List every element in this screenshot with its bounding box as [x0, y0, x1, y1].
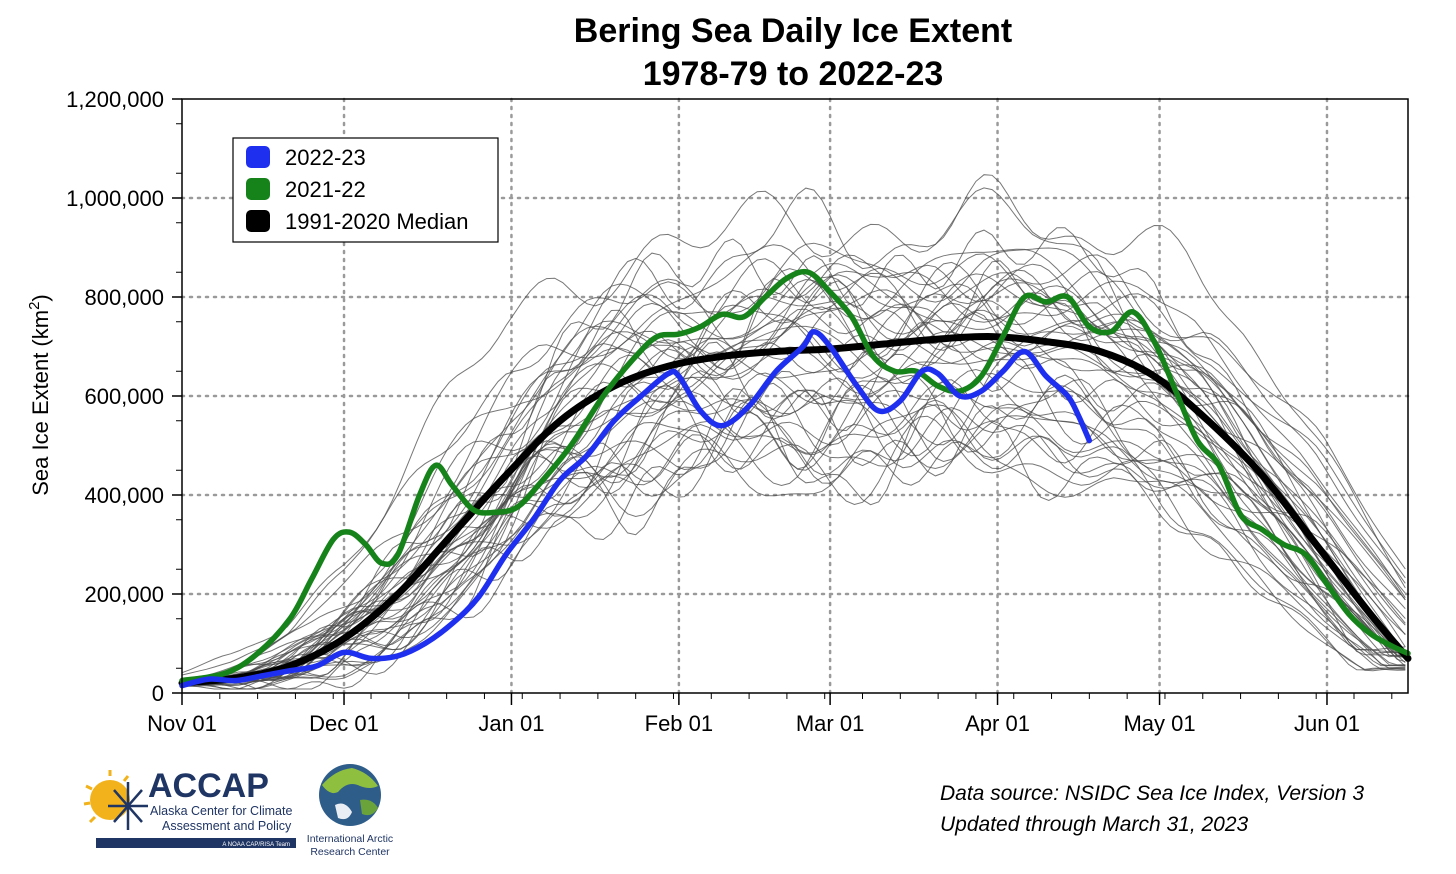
legend-label-2021-22: 2021-22 — [285, 177, 366, 202]
accap-name: ACCAP — [148, 767, 269, 805]
historical-year-line — [181, 244, 1406, 680]
highlight-series — [178, 268, 1412, 689]
axis-ticks: Nov 01 Dec 01 Jan 01 Feb 01 Mar 01 Apr 01 May … — [66, 87, 1393, 736]
historical-year-line — [181, 374, 1406, 690]
historical-year-line — [181, 374, 1406, 687]
chart-title: Bering Sea Daily Ice Extent — [574, 12, 1012, 50]
updated-note: Updated through March 31, 2023 — [940, 813, 1249, 836]
legend-box — [232, 137, 499, 243]
y-axis-label-close: ) — [28, 294, 53, 301]
historical-year-line — [181, 354, 1406, 690]
legend-swatch-2021-22 — [246, 178, 270, 200]
iarc-line2: Research Center — [310, 846, 390, 858]
historical-year-line — [181, 338, 1406, 684]
x-tick-label: Jan 01 — [478, 711, 544, 736]
y-tick-label: 0 — [152, 681, 164, 706]
x-tick-label: Feb 01 — [645, 711, 714, 736]
historical-year-line — [181, 331, 1406, 685]
x-tick-label: May 01 — [1123, 711, 1195, 736]
historical-year-line — [181, 379, 1406, 690]
x-tick-label: Apr 01 — [965, 711, 1030, 736]
historical-year-line — [181, 270, 1406, 685]
iarc-line1: International Arctic — [307, 833, 393, 845]
globe-icon — [319, 764, 381, 826]
historical-year-line — [181, 263, 1406, 679]
historical-year-line — [181, 285, 1406, 685]
legend: 2022-23 2021-22 1991-2020 Median — [232, 137, 499, 243]
historical-year-line — [181, 299, 1406, 684]
legend-label-median: 1991-2020 Median — [285, 209, 468, 234]
accap-line2: Assessment and Policy — [162, 819, 292, 833]
historical-year-line — [181, 227, 1406, 682]
legend-swatch-median — [246, 210, 270, 232]
iarc-logo: International Arctic Research Center — [307, 764, 393, 858]
historical-year-line — [181, 260, 1406, 682]
y-tick-label: 400,000 — [84, 483, 164, 508]
historical-year-line — [181, 254, 1406, 685]
historical-year-line — [181, 404, 1406, 685]
series-line-2021-22 — [179, 268, 1411, 684]
y-tick-label: 600,000 — [84, 384, 164, 409]
historical-year-line — [181, 396, 1406, 690]
accap-logo: ACCAP Alaska Center for Climate Assessme… — [83, 767, 296, 848]
historical-year-line — [181, 273, 1406, 682]
accap-bar-text: A NOAA CAP/RISA Team — [222, 842, 290, 848]
legend-swatch-2022-23 — [246, 146, 270, 168]
legend-label-2022-23: 2022-23 — [285, 145, 366, 170]
y-tick-label: 1,000,000 — [66, 186, 164, 211]
accap-bar — [96, 838, 296, 848]
y-tick-label: 1,200,000 — [66, 87, 164, 112]
x-tick-label: Dec 01 — [309, 711, 379, 736]
sun-snowflake-icon — [83, 770, 148, 830]
series-line-2022-23 — [179, 328, 1093, 689]
historical-year-line — [182, 368, 1406, 684]
x-tick-label: Nov 01 — [147, 711, 217, 736]
chart-subtitle: 1978-79 to 2022-23 — [643, 55, 944, 93]
y-tick-label: 200,000 — [84, 582, 164, 607]
series-line-1991-2020-median — [178, 333, 1412, 687]
x-tick-label: Mar 01 — [796, 711, 864, 736]
y-axis-label-main: Sea Ice Extent (km — [28, 310, 53, 496]
accap-line1: Alaska Center for Climate — [150, 804, 292, 818]
x-tick-label: Jun 01 — [1294, 711, 1360, 736]
historical-year-line — [181, 381, 1406, 685]
y-tick-label: 800,000 — [84, 285, 164, 310]
historical-year-line — [181, 283, 1406, 690]
historical-years-lines — [181, 174, 1406, 690]
y-axis-label-sup: 2 — [26, 302, 43, 310]
historical-year-line — [182, 372, 1406, 686]
y-axis-label: Sea Ice Extent (km2) — [26, 294, 53, 496]
data-source-note: Data source: NSIDC Sea Ice Index, Versio… — [940, 782, 1364, 805]
